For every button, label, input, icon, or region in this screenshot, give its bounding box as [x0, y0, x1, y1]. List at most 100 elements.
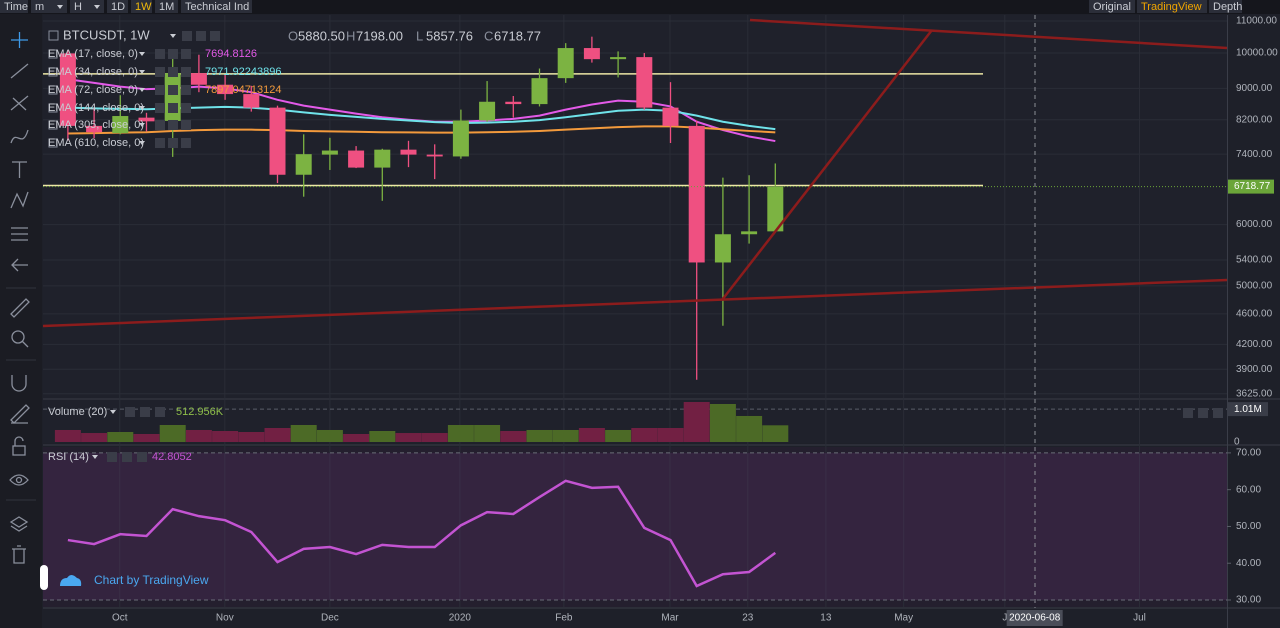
legend-button[interactable]	[168, 120, 178, 130]
toolbar-button[interactable]	[70, 0, 104, 13]
legend-toggle[interactable]	[48, 30, 59, 41]
legend-button[interactable]	[168, 103, 178, 113]
legend-button[interactable]	[155, 120, 165, 130]
dropdown-arrow[interactable]	[139, 88, 145, 92]
toolbar-button[interactable]	[1089, 0, 1135, 13]
legend-button[interactable]	[155, 67, 165, 77]
legend-button[interactable]	[155, 85, 165, 95]
visibility-tool[interactable]	[9, 474, 29, 486]
indicator-name: EMA (610, close, 0)	[48, 137, 144, 149]
dropdown-arrow[interactable]	[139, 123, 145, 127]
legend-button[interactable]	[107, 452, 117, 462]
candle-body	[610, 57, 627, 60]
volume-bar	[185, 429, 212, 442]
legend-button[interactable]	[168, 67, 178, 77]
volume-bar	[54, 429, 81, 442]
toolbar-label[interactable]: 1W	[135, 1, 152, 13]
legend-button[interactable]	[181, 85, 191, 95]
candle-body	[479, 101, 496, 121]
legend-button[interactable]	[181, 138, 191, 148]
toolbar-button[interactable]	[1209, 0, 1242, 13]
dropdown-arrow[interactable]	[110, 410, 116, 414]
pattern-tool[interactable]	[10, 191, 29, 209]
dropdown-arrow[interactable]	[139, 70, 145, 74]
brush-tool[interactable]	[10, 129, 29, 144]
toolbar-label[interactable]: Depth	[1213, 1, 1242, 13]
candle-body	[741, 231, 758, 235]
legend-button[interactable]	[168, 138, 178, 148]
y-tick-label: 8200.00	[1236, 114, 1273, 125]
toolbar-label[interactable]: TradingView	[1141, 1, 1202, 13]
legend-button[interactable]	[210, 31, 220, 41]
legend-toggle[interactable]	[48, 120, 58, 130]
volume-bar	[238, 432, 265, 442]
legend-button[interactable]	[181, 49, 191, 59]
legend-button[interactable]	[155, 49, 165, 59]
toolbar-button[interactable]	[31, 0, 67, 13]
legend-button[interactable]	[140, 407, 150, 417]
candle-body	[112, 116, 129, 134]
magnet-tool[interactable]	[11, 375, 27, 392]
legend-button[interactable]	[155, 407, 165, 417]
legend-button[interactable]	[181, 103, 191, 113]
legend-toggle[interactable]	[48, 103, 58, 113]
crosshair-tool[interactable]	[11, 32, 28, 48]
legend-button[interactable]	[155, 138, 165, 148]
prediction-tool[interactable]	[11, 227, 28, 241]
candle-body	[295, 154, 312, 175]
legend-button[interactable]	[168, 85, 178, 95]
line-tool[interactable]	[10, 63, 29, 79]
legend-button[interactable]	[182, 31, 192, 41]
legend-button[interactable]	[168, 49, 178, 59]
object-tree-tool[interactable]	[9, 516, 29, 532]
legend-button[interactable]	[125, 407, 135, 417]
toolbar-button[interactable]	[181, 0, 252, 13]
legend-button[interactable]	[181, 67, 191, 77]
fib-tool[interactable]	[10, 95, 29, 111]
toolbar-label[interactable]: Time	[4, 1, 28, 13]
legend-button[interactable]	[196, 31, 206, 41]
back-tool[interactable]	[11, 258, 28, 272]
legend-button[interactable]	[181, 120, 191, 130]
toolbar-label[interactable]: 1D	[111, 1, 125, 13]
legend-button[interactable]	[155, 103, 165, 113]
toolbar-label[interactable]: 1M	[159, 1, 174, 13]
dropdown-arrow[interactable]	[139, 141, 145, 145]
toolbar-button[interactable]	[0, 0, 28, 13]
ohlc-key: H	[346, 28, 355, 43]
lock-tool[interactable]	[12, 436, 26, 456]
legend: BTCUSDT, 1W O 5880.50 H 7198.00 L 5857.76 C 6718…	[48, 27, 1223, 463]
dropdown-arrow[interactable]	[139, 52, 145, 56]
legend-button[interactable]	[1213, 408, 1223, 418]
toolbar-label[interactable]: Technical Ind	[185, 1, 249, 13]
legend-button[interactable]	[122, 452, 132, 462]
toolbar-button[interactable]	[1137, 0, 1207, 13]
dropdown-arrow	[57, 5, 63, 9]
toolbar-button[interactable]	[107, 0, 128, 13]
legend-toggle[interactable]	[48, 49, 58, 59]
volume-bar	[605, 429, 632, 442]
dropdown-arrow[interactable]	[170, 34, 176, 38]
text-tool[interactable]	[12, 161, 27, 178]
stay-drawing-tool[interactable]	[10, 404, 30, 424]
toolbar	[0, 0, 1280, 14]
volume-bar	[657, 428, 684, 442]
toolbar-button[interactable]	[131, 0, 152, 13]
legend-toggle[interactable]	[48, 85, 58, 95]
legend-toggle[interactable]	[48, 138, 58, 148]
legend-button[interactable]	[1198, 408, 1208, 418]
toolbar-label[interactable]: m	[35, 1, 44, 13]
legend-toggle[interactable]	[48, 67, 58, 77]
toolbar-label[interactable]: Original	[1093, 1, 1131, 13]
zoom-tool[interactable]	[11, 330, 29, 348]
legend-button[interactable]	[137, 452, 147, 462]
dropdown-arrow[interactable]	[92, 455, 98, 459]
watermark[interactable]: Chart by TradingView	[94, 573, 209, 587]
toolbar-button[interactable]	[155, 0, 178, 13]
volume-bar	[500, 430, 527, 442]
measure-tool[interactable]	[10, 298, 30, 318]
dropdown-arrow[interactable]	[139, 106, 145, 110]
delete-tool[interactable]	[12, 545, 26, 564]
legend-button[interactable]	[1183, 408, 1193, 418]
toolbar-label[interactable]: H	[74, 1, 82, 13]
